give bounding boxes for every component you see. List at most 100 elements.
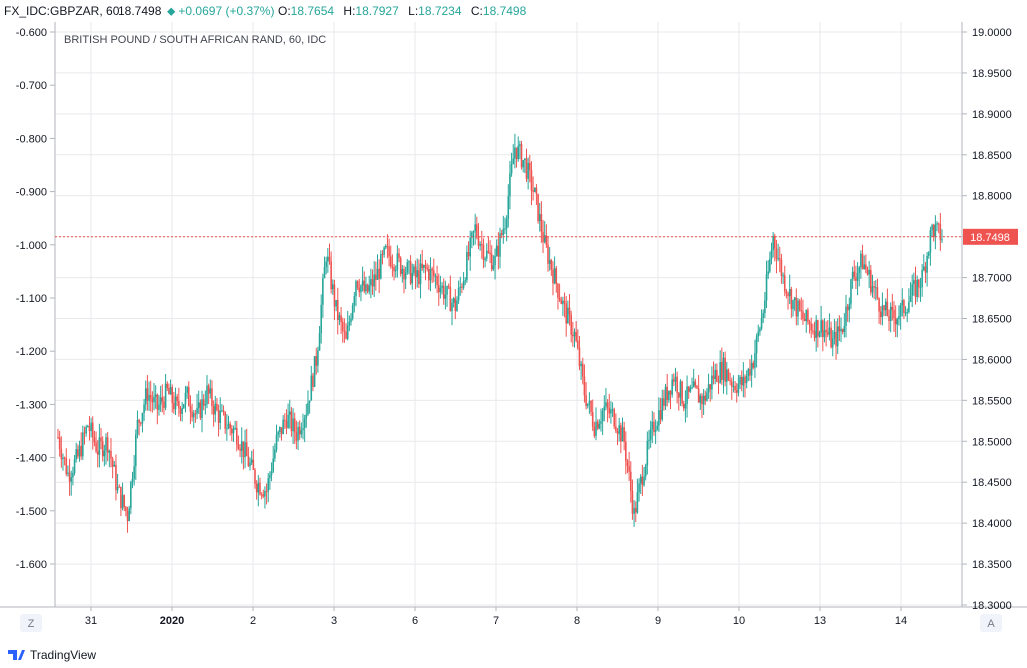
candle-body <box>543 235 546 243</box>
candle-body <box>231 428 233 434</box>
candle-body <box>255 483 258 493</box>
candle-body <box>399 257 402 274</box>
candles <box>57 133 943 533</box>
candle-body <box>464 280 467 282</box>
candle-body <box>724 357 726 382</box>
candle-body <box>899 305 902 317</box>
candle-body <box>505 219 508 229</box>
candle-body <box>504 228 506 230</box>
candle-body <box>658 410 660 426</box>
candle-body <box>269 474 271 479</box>
candlestick-chart[interactable]: -0.600 -0.700 -0.800 -0.900 -1.000 -1.100 -1.2… <box>0 22 1027 642</box>
candle-body <box>148 394 150 401</box>
candle-body <box>388 246 390 257</box>
candle-body <box>252 459 255 470</box>
candle-body <box>578 347 581 367</box>
candle-body <box>793 297 796 301</box>
candle-body <box>179 408 182 414</box>
candle-body <box>441 285 443 288</box>
candle-body <box>884 301 887 311</box>
left-scale-button-bg[interactable] <box>20 614 42 632</box>
candle-body <box>767 271 769 275</box>
candle-body <box>250 459 253 463</box>
candle-body <box>812 330 814 332</box>
auto-scale-button-bg[interactable] <box>980 614 1002 632</box>
candle-body <box>428 269 430 281</box>
time-tick-label: 9 <box>655 615 661 627</box>
candle-body <box>691 387 693 389</box>
candle-body <box>485 250 488 259</box>
candle-body <box>308 400 311 403</box>
auto-scale-button-label[interactable]: A <box>987 618 995 630</box>
candle-body <box>530 169 533 191</box>
candle-body <box>514 147 516 159</box>
right-tick-label: 18.6500 <box>972 314 1012 326</box>
candle-body <box>307 402 309 415</box>
candle-body <box>755 336 758 354</box>
candle-body <box>904 312 907 314</box>
candle-body <box>740 376 743 386</box>
candle-body <box>451 302 453 312</box>
candle-body <box>797 300 799 317</box>
candle-body <box>431 268 433 271</box>
right-tick-label: 18.7000 <box>972 273 1012 285</box>
symbol-name[interactable]: FX_IDC:GBPZAR, 60 <box>4 4 120 18</box>
candle-body <box>780 259 783 276</box>
candle-body <box>110 450 112 459</box>
candle-body <box>322 278 324 305</box>
candle-body <box>70 477 73 482</box>
candle-body <box>320 304 323 334</box>
candle-body <box>116 486 119 491</box>
candle-body <box>262 494 265 497</box>
candle-body <box>896 319 899 325</box>
candle-body <box>760 317 763 329</box>
candle-body <box>494 255 496 266</box>
candle-body <box>383 247 385 255</box>
candle-body <box>623 427 625 442</box>
candle-body <box>908 302 910 313</box>
candle-body <box>711 375 713 390</box>
right-axis-ticks[interactable]: 19.000018.950018.900018.850018.800018.75… <box>962 27 1012 612</box>
candle-body <box>759 328 761 332</box>
candle-body <box>507 196 510 220</box>
candle-body <box>209 388 212 394</box>
candle-body <box>274 449 276 459</box>
candle-body <box>712 375 715 380</box>
candle-body <box>886 301 889 317</box>
candle-body <box>378 268 380 279</box>
candle-body <box>558 297 561 300</box>
auto-scale-button[interactable]: A <box>980 614 1002 632</box>
candle-body <box>85 426 87 434</box>
tradingview-brand[interactable]: TradingView <box>30 648 97 662</box>
left-scale-button-label[interactable]: Z <box>28 618 35 630</box>
left-tick-label: -0.800 <box>16 133 47 145</box>
candle-body <box>932 225 935 238</box>
candle-body <box>697 388 700 403</box>
left-scale-button[interactable]: Z <box>20 614 42 632</box>
ohlc-values: O:18.7654 H:18.7927 L:18.7234 C:18.7498 <box>278 0 532 22</box>
time-tick-label: 14 <box>895 615 907 627</box>
candle-body <box>590 401 592 412</box>
left-axis-ticks[interactable]: -0.600 -0.700 -0.800 -0.900 -1.000 -1.100 -1.2… <box>16 27 55 571</box>
time-axis-ticks[interactable]: 31 2020 2 3 6 7 8 9 10 13 14 <box>85 607 907 627</box>
right-tick-label: 18.8000 <box>972 191 1012 203</box>
candle-body <box>727 369 730 381</box>
candle-body <box>235 428 238 445</box>
candle-body <box>540 214 543 232</box>
candle-body <box>519 144 521 146</box>
candle-body <box>681 381 683 404</box>
candle-body <box>88 426 91 432</box>
candle-body <box>381 254 384 256</box>
candle-body <box>297 426 299 441</box>
candle-body <box>330 261 332 290</box>
candle-body <box>850 279 852 305</box>
candle-body <box>82 432 84 457</box>
candle-body <box>613 409 616 427</box>
candle-body <box>376 268 379 280</box>
tradingview-logo-icon[interactable] <box>6 648 26 662</box>
candle-body <box>310 375 313 401</box>
candle-body <box>596 421 599 429</box>
candle-body <box>846 306 849 311</box>
footer: TradingView <box>0 642 1027 668</box>
open-value: 18.7654 <box>290 4 335 18</box>
